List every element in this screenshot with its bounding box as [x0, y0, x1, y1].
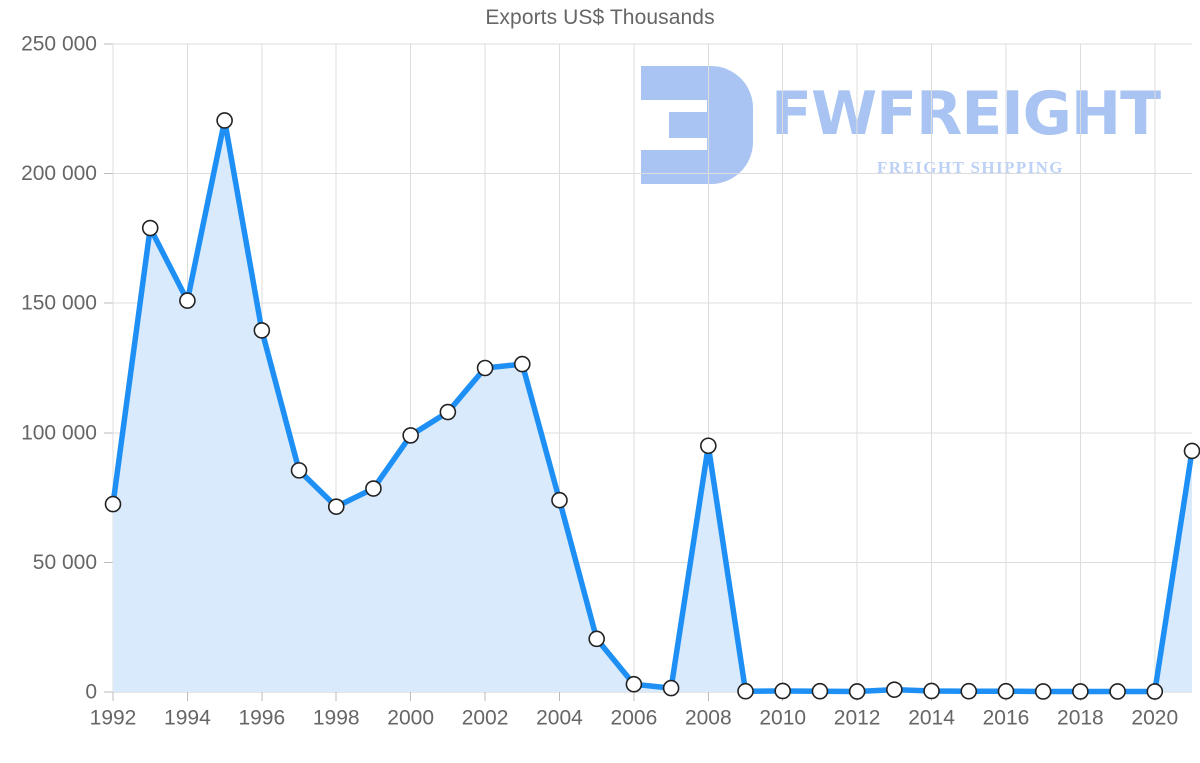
x-axis-tick-label: 2016 [983, 706, 1030, 729]
x-axis-tick-label: 1992 [90, 706, 137, 729]
data-point-marker[interactable] [700, 437, 717, 455]
data-point-marker[interactable] [923, 682, 940, 700]
data-point-marker[interactable] [104, 495, 122, 513]
data-point-marker[interactable] [1034, 683, 1052, 700]
chart-title: Exports US$ Thousands [485, 6, 715, 29]
x-axis-tick-label: 2014 [908, 706, 955, 729]
x-axis-tick-label: 2012 [834, 706, 881, 729]
x-axis-tick-labels: 1992 1994 1996 1998 2000 2002 2004 2006 2008 2010… [90, 706, 1179, 729]
y-axis-tick-label: 0 [85, 681, 97, 704]
data-point-marker[interactable] [290, 462, 308, 479]
data-point-marker[interactable] [402, 427, 419, 444]
series-area-fill [113, 120, 1192, 692]
data-point-marker[interactable] [513, 355, 531, 373]
y-axis-tick-label: 150 000 [21, 292, 97, 315]
data-point-marker[interactable] [179, 292, 196, 309]
data-point-marker[interactable] [662, 679, 680, 697]
data-point-marker[interactable] [1109, 683, 1126, 700]
x-axis-tick-label: 2020 [1131, 706, 1178, 729]
data-point-marker[interactable] [588, 630, 605, 648]
y-axis-tick-labels: 0 50 000 100 000 150 000 200 000 250 000 [21, 33, 97, 704]
x-axis-tick-label: 2006 [611, 706, 658, 729]
data-point-marker[interactable] [439, 403, 457, 421]
x-axis-tick-label: 1998 [313, 706, 360, 729]
x-axis-tick-label: 2002 [462, 706, 509, 729]
x-axis-tick-label: 2000 [387, 706, 434, 729]
data-point-marker[interactable] [886, 681, 903, 698]
x-axis-tick-label: 2004 [536, 706, 583, 729]
data-point-marker[interactable] [1146, 683, 1164, 700]
x-axis-tick-label: 1994 [164, 706, 211, 729]
x-axis-tick-label: 2018 [1057, 706, 1104, 729]
x-axis-tick-label: 1996 [238, 706, 285, 729]
data-point-marker[interactable] [141, 219, 159, 237]
data-point-marker[interactable] [774, 682, 792, 700]
data-point-marker[interactable] [327, 498, 345, 515]
data-point-marker[interactable] [811, 682, 829, 700]
data-point-marker[interactable] [848, 683, 866, 700]
x-axis-tick-label: 2010 [759, 706, 806, 729]
y-axis-tick-label: 100 000 [21, 421, 97, 444]
data-point-marker[interactable] [737, 682, 754, 700]
data-point-marker[interactable] [476, 359, 494, 377]
data-point-marker[interactable] [1183, 442, 1200, 460]
data-point-marker[interactable] [551, 491, 568, 509]
x-axis-tick-label: 2008 [685, 706, 732, 729]
data-point-marker[interactable] [216, 112, 233, 129]
y-axis-tick-label: 50 000 [33, 551, 97, 574]
data-point-marker[interactable] [997, 682, 1015, 700]
data-point-marker[interactable] [365, 480, 382, 497]
data-point-marker[interactable] [253, 322, 271, 339]
data-point-marker[interactable] [960, 682, 978, 700]
data-point-marker[interactable] [625, 675, 643, 693]
y-axis-tick-label: 200 000 [21, 162, 97, 185]
y-axis-tick-label: 250 000 [21, 33, 97, 56]
series-markers [104, 112, 1200, 700]
data-point-marker[interactable] [1072, 683, 1089, 700]
